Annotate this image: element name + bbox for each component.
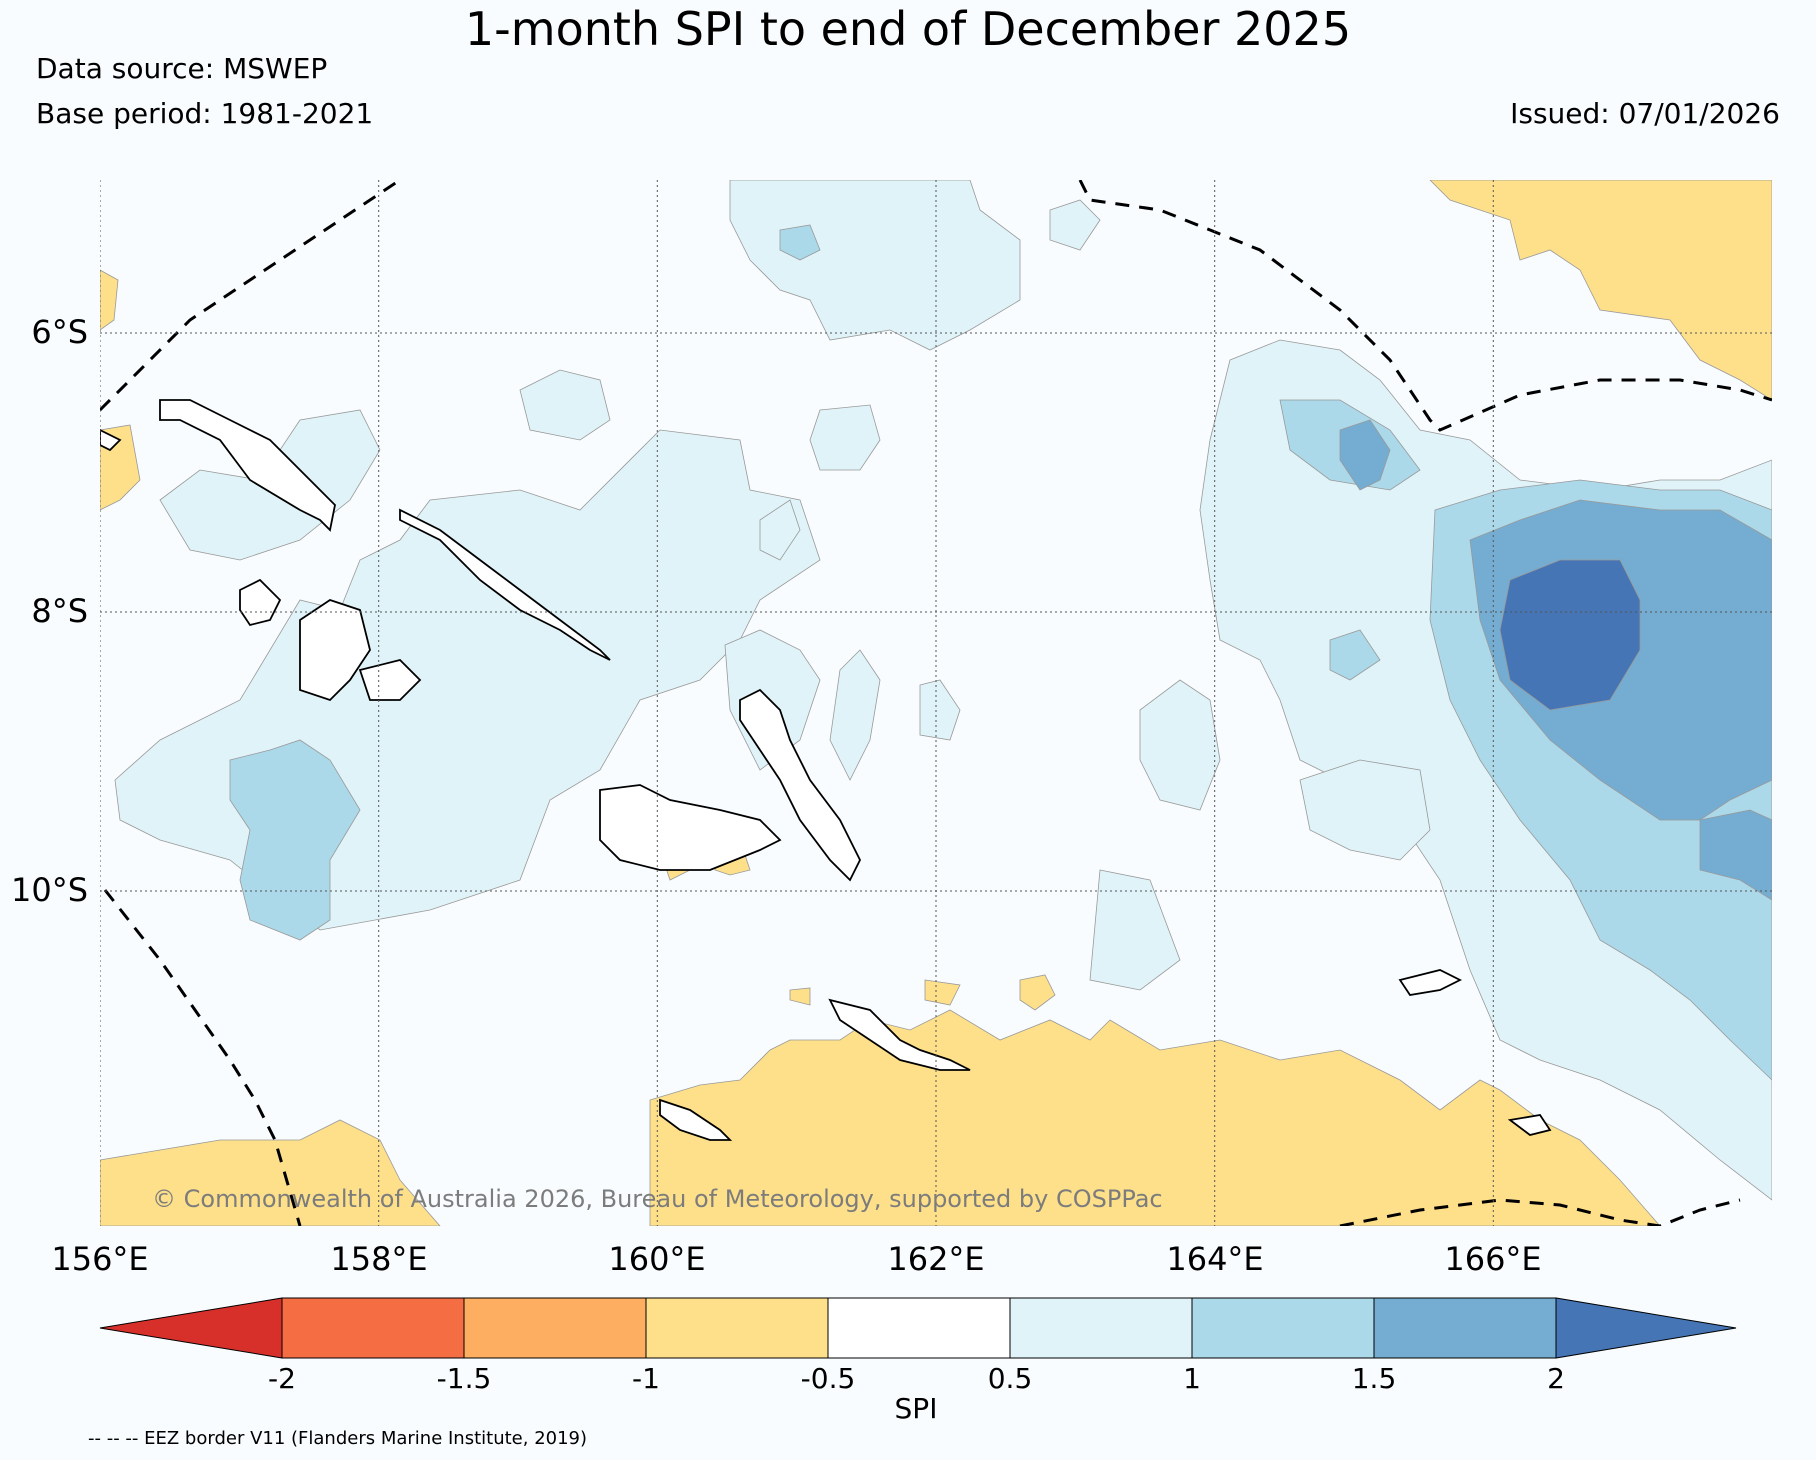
lon-label-160E: 160°E — [608, 1240, 706, 1278]
colorbar-segment-6 — [1191, 1297, 1375, 1359]
issued-date: Issued: 07/01/2026 — [1510, 97, 1780, 130]
colorbar-label: SPI — [894, 1392, 938, 1425]
wet-region-e-dark1 — [1339, 419, 1391, 491]
wet-region-nc2 — [1049, 199, 1101, 251]
spi-wet-contours — [114, 180, 1772, 1201]
lon-label-166E: 166°E — [1444, 1240, 1542, 1278]
colorbar-segment-4 — [827, 1297, 1011, 1359]
dry-region-s4 — [924, 979, 961, 1006]
coastline-santa-cruz — [1398, 969, 1463, 996]
lat-label-10S: 10°S — [10, 871, 88, 909]
lat-label-6S: 6°S — [31, 313, 88, 351]
eez-legend-note: -- -- -- EEZ border V11 (Flanders Marine… — [88, 1428, 588, 1449]
spi-dry-contours — [100, 180, 1772, 1226]
coastline-rennell — [659, 1098, 733, 1141]
lon-label-164E: 164°E — [1166, 1240, 1264, 1278]
dry-region-west-edge1 — [100, 269, 119, 331]
wet-region-c4 — [1139, 679, 1221, 811]
colorbar-segment-7 — [1373, 1297, 1557, 1359]
eez-border-north — [1078, 180, 1772, 432]
coastline-ontong — [100, 428, 122, 452]
colorbar-segment-1 — [281, 1297, 465, 1359]
colorbar-tick: -2 — [268, 1362, 296, 1395]
colorbar-segment-2 — [463, 1297, 647, 1359]
dry-region-s5 — [1019, 974, 1056, 1011]
wet-region-e-mid3 — [1329, 629, 1381, 681]
colorbar-tick: -1.5 — [436, 1362, 492, 1395]
coastline-new-georgia2 — [299, 599, 371, 702]
dry-region-south — [649, 1009, 1661, 1226]
lon-label-162E: 162°E — [887, 1240, 985, 1278]
wet-region-nc5 — [759, 499, 801, 561]
lon-label-158E: 158°E — [330, 1240, 428, 1278]
dry-region-northeast — [1429, 180, 1772, 401]
wet-region-north — [729, 180, 1021, 351]
wet-region-nc4 — [519, 369, 611, 441]
wet-region-c3 — [829, 649, 881, 781]
dry-region-southwest — [100, 1119, 441, 1226]
colorbar-tick: 0.5 — [987, 1362, 1033, 1395]
coastline-malaita — [739, 688, 862, 882]
colorbar-segment-3 — [645, 1297, 829, 1359]
coastline-santa-cruz2 — [1507, 1114, 1552, 1136]
wet-region-c2 — [919, 679, 961, 741]
eez-border-southwest — [103, 889, 302, 1226]
coastline-guadalcanal — [599, 784, 782, 871]
coastline-makira — [828, 998, 971, 1071]
graticule — [100, 180, 1772, 1226]
colorbar — [99, 1297, 1737, 1359]
colorbar-segment-5 — [1009, 1297, 1193, 1359]
eez-border-south — [1339, 1198, 1741, 1226]
data-source: Data source: MSWEP — [36, 52, 328, 85]
wet-region-west-mid — [229, 739, 361, 941]
spi-map[interactable] — [100, 180, 1772, 1226]
eez-borders — [100, 180, 1772, 1226]
colorbar-tick: -1 — [632, 1362, 660, 1395]
colorbar-under-triangle — [99, 1297, 283, 1359]
base-period: Base period: 1981-2021 — [36, 97, 374, 130]
wet-region-e-deep — [1499, 559, 1641, 711]
map-title: 1-month SPI to end of December 2025 — [464, 2, 1352, 56]
wet-region-e-dark3 — [1699, 809, 1772, 901]
colorbar-tick: -0.5 — [800, 1362, 856, 1395]
eez-border-northwest — [100, 180, 401, 412]
wet-region-c1 — [724, 629, 821, 771]
spi-map-canvas — [100, 180, 1772, 1226]
colorbar-tick: 1 — [1183, 1362, 1201, 1395]
wet-region-c5 — [1089, 869, 1181, 991]
colorbar-tick: 1.5 — [1351, 1362, 1397, 1395]
dry-region-s3 — [789, 987, 811, 1006]
wet-region-n-mid — [779, 224, 821, 261]
colorbar-over-triangle — [1555, 1297, 1737, 1359]
colorbar-tick: 2 — [1547, 1362, 1565, 1395]
coastline-new-georgia — [239, 578, 282, 627]
lat-label-8S: 8°S — [31, 592, 88, 630]
wet-region-east2 — [1299, 759, 1431, 861]
coastline-santa-isabel — [399, 508, 611, 661]
lon-label-156E: 156°E — [51, 1240, 149, 1278]
coastline-choiseul — [159, 399, 336, 532]
coastline-new-georgia3 — [358, 659, 422, 701]
wet-region-nc3 — [809, 404, 881, 471]
coastlines — [100, 399, 1552, 1141]
copyright-notice: © Commonwealth of Australia 2026, Bureau… — [152, 1185, 1163, 1213]
